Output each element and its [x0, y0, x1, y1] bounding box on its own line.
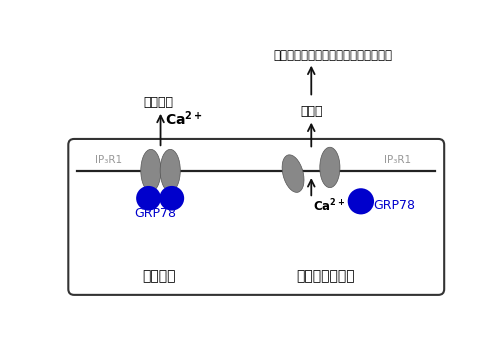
Text: 細胞死: 細胞死 — [300, 105, 322, 118]
Text: GRP78: GRP78 — [134, 207, 176, 220]
Circle shape — [348, 188, 374, 214]
Text: $\mathbf{Ca^{2+}}$: $\mathbf{Ca^{2+}}$ — [313, 198, 345, 214]
Circle shape — [160, 186, 184, 211]
Text: 通常状態: 通常状態 — [142, 269, 176, 283]
Text: $\mathbf{Ca^{2+}}$: $\mathbf{Ca^{2+}}$ — [165, 109, 202, 128]
Ellipse shape — [282, 155, 304, 192]
Text: IP₃R1: IP₃R1 — [96, 155, 122, 165]
Ellipse shape — [160, 149, 180, 192]
Text: 細胞応答: 細胞応答 — [144, 96, 174, 109]
Text: 小胞体ストレス: 小胞体ストレス — [296, 269, 356, 283]
Ellipse shape — [141, 149, 161, 192]
FancyBboxPatch shape — [68, 139, 444, 295]
Ellipse shape — [320, 147, 340, 188]
Text: 神経変性疾患（ハンチントン病など）: 神経変性疾患（ハンチントン病など） — [273, 49, 392, 61]
Text: IP₃R1: IP₃R1 — [384, 155, 411, 165]
Text: GRP78: GRP78 — [374, 199, 416, 212]
Circle shape — [136, 186, 161, 211]
